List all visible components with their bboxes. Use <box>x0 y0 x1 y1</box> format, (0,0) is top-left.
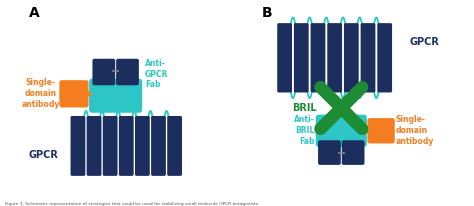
FancyBboxPatch shape <box>59 80 89 108</box>
FancyBboxPatch shape <box>377 23 392 92</box>
FancyBboxPatch shape <box>344 23 359 92</box>
Text: Anti-
GPCR
Fab: Anti- GPCR Fab <box>145 59 169 89</box>
FancyBboxPatch shape <box>367 118 395 143</box>
FancyBboxPatch shape <box>294 23 309 92</box>
FancyBboxPatch shape <box>89 79 142 113</box>
FancyBboxPatch shape <box>116 59 139 85</box>
Text: Anti-
BRIL
Fab: Anti- BRIL Fab <box>294 115 315 146</box>
Text: Single-
domain
antibody: Single- domain antibody <box>395 115 434 146</box>
FancyBboxPatch shape <box>327 23 342 92</box>
FancyBboxPatch shape <box>135 116 150 176</box>
Text: GPCR: GPCR <box>410 37 439 47</box>
Text: Figure 3. Schematic representation of strategies that could be used for stabiliz: Figure 3. Schematic representation of st… <box>5 202 259 206</box>
Polygon shape <box>365 127 370 134</box>
Polygon shape <box>86 90 91 97</box>
FancyBboxPatch shape <box>87 116 101 176</box>
FancyBboxPatch shape <box>103 116 118 176</box>
Text: BRIL: BRIL <box>292 103 317 113</box>
FancyBboxPatch shape <box>167 116 182 176</box>
FancyBboxPatch shape <box>310 23 325 92</box>
Text: GPCR: GPCR <box>28 150 58 160</box>
FancyBboxPatch shape <box>316 115 367 147</box>
FancyBboxPatch shape <box>361 23 375 92</box>
FancyBboxPatch shape <box>71 116 85 176</box>
FancyBboxPatch shape <box>92 59 115 85</box>
FancyBboxPatch shape <box>277 23 292 92</box>
FancyBboxPatch shape <box>151 116 166 176</box>
Text: A: A <box>28 6 39 20</box>
Text: Single-
domain
antibody: Single- domain antibody <box>21 78 60 109</box>
FancyBboxPatch shape <box>318 140 341 165</box>
FancyBboxPatch shape <box>342 140 365 165</box>
FancyBboxPatch shape <box>119 116 134 176</box>
Text: B: B <box>262 6 272 20</box>
